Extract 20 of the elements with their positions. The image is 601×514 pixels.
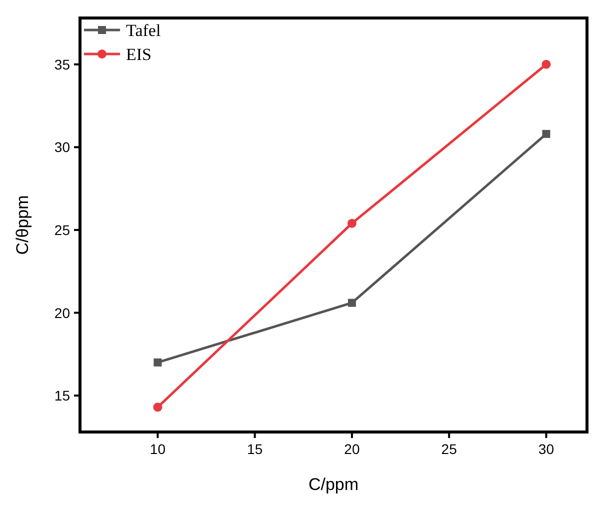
point: [348, 298, 356, 307]
point: [154, 358, 162, 366]
y-tick-label: 25: [54, 222, 70, 238]
point: [153, 402, 162, 412]
x-tick-label: 10: [150, 441, 166, 457]
y-tick-label: 20: [54, 304, 70, 321]
y-tick-label: 30: [54, 139, 70, 156]
x-tick-label: 15: [247, 441, 263, 457]
x-tick-label: 30: [538, 441, 554, 457]
y-axis-title: C/θppm: [13, 195, 32, 255]
legend-label: EIS: [126, 45, 152, 64]
legend-label: Tafel: [126, 21, 161, 40]
y-tick-label: 35: [54, 56, 70, 72]
x-axis-title: C/ppm: [308, 475, 359, 494]
point: [542, 130, 550, 138]
x-tick-label: 25: [441, 441, 458, 457]
y-tick-label: 15: [54, 388, 70, 404]
x-tick-label: 20: [344, 441, 360, 457]
point: [347, 218, 356, 228]
point: [542, 60, 551, 69]
